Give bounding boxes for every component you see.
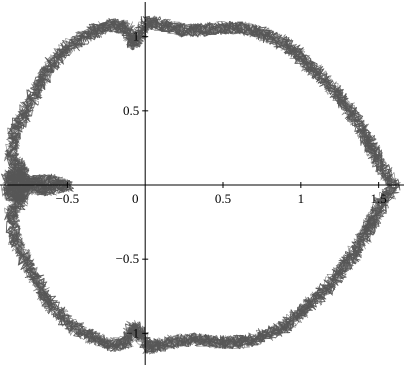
y-tick-label: 1 [133, 29, 140, 44]
x-tick-label: 1 [298, 191, 305, 206]
x-tick-label: −0.5 [56, 191, 80, 206]
y-tick-label: −1 [125, 325, 139, 340]
y-tick-label: −0.5 [116, 251, 140, 266]
x-tick-label: 1.5 [371, 191, 387, 206]
y-tick-label: 0.5 [123, 103, 139, 118]
x-tick-label: 0.5 [215, 191, 231, 206]
series-line [1, 15, 399, 354]
x-tick-label: 0 [132, 191, 139, 206]
curve-layer [1, 15, 401, 355]
series-line [2, 16, 400, 355]
tick-marks [66, 36, 380, 334]
tick-labels: −0.5 0 0.5 1 1.5 1 0.5 −0.5 −1 [56, 29, 387, 341]
